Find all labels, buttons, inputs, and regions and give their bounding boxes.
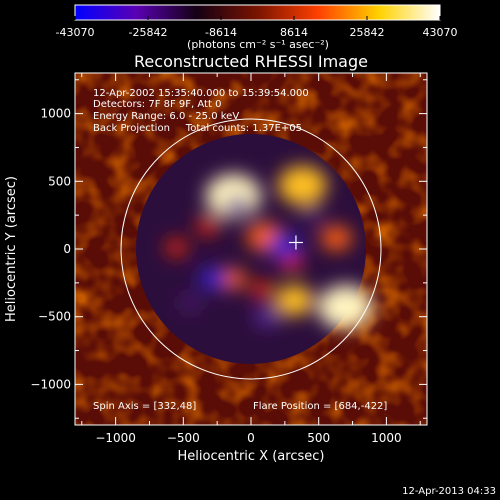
- info-line-detectors: Detectors: 7F 8F 9F, Att 0: [93, 99, 221, 110]
- negative-lobe: [254, 306, 281, 327]
- solar-limb-circle: [120, 118, 382, 380]
- colorbar-tick-label: 8614: [280, 26, 308, 39]
- footer-timestamp: 12-Apr-2013 04:33: [402, 486, 496, 497]
- y-axis-label: Heliocentric Y (arcsec): [4, 176, 19, 322]
- image-area: [75, 73, 427, 425]
- emission-source: [165, 238, 188, 257]
- negative-lobe: [199, 267, 228, 291]
- y-axis-ticks: −1000 −500 0 500 1000: [30, 79, 427, 419]
- colorbar-tick-label: -43070: [56, 26, 95, 39]
- colorbar-tick-label: -8614: [205, 26, 237, 39]
- flare-position-label: Flare Position = [684,-422]: [253, 401, 387, 412]
- x-axis-label: Heliocentric X (arcsec): [178, 449, 325, 464]
- chart-title: Reconstructed RHESSI Image: [134, 52, 368, 71]
- colorbar-tick-label: 43070: [423, 26, 458, 39]
- emission-source: [318, 285, 374, 330]
- x-tick-label: 500: [307, 431, 330, 445]
- y-tick-label: 0: [63, 242, 71, 256]
- y-tick-label: 1000: [40, 107, 71, 121]
- y-tick-label: 500: [48, 174, 71, 188]
- info-line-method: Back Projection Total counts: 1.37E+05: [93, 123, 302, 134]
- emission-source: [196, 216, 220, 236]
- colorbar: [74, 4, 441, 21]
- y-tick-label: −500: [38, 310, 71, 324]
- source-blobs: [165, 165, 374, 330]
- x-tick-label: 0: [247, 431, 255, 445]
- negative-lobe: [268, 233, 302, 260]
- emission-source: [250, 280, 274, 299]
- x-axis-ticks: −1000 −500 0 500 1000: [81, 73, 421, 445]
- x-tick-label: −1000: [95, 431, 136, 445]
- negative-lobe: [225, 196, 249, 215]
- y-tick-label: −1000: [30, 377, 71, 391]
- emission-source: [278, 165, 327, 205]
- negative-lobe: [300, 206, 324, 225]
- emission-source: [220, 268, 247, 290]
- colorbar-tick-labels: -43070 -25842 -8614 8614 25842 43070: [56, 26, 458, 39]
- info-line-time: 12-Apr-2002 15:35:40.000 to 15:39:54.000: [93, 88, 309, 99]
- info-line-energy: Energy Range: 6.0 - 25.0 keV: [93, 111, 239, 122]
- flare-crosshair: [288, 235, 303, 250]
- spin-axis-label: Spin Axis = [332,48]: [93, 401, 196, 412]
- negative-lobe: [178, 294, 202, 313]
- emission-source: [275, 285, 314, 316]
- colorbar-ticks: [74, 16, 441, 20]
- x-tick-label: 1000: [371, 431, 402, 445]
- colorbar-tick-label: -25842: [129, 26, 168, 39]
- colorbar-tick-label: 25842: [350, 26, 385, 39]
- colorbar-unit-label: (photons cm⁻² s⁻¹ asec⁻²): [187, 38, 329, 51]
- x-tick-label: −500: [167, 431, 200, 445]
- emission-source: [320, 225, 352, 251]
